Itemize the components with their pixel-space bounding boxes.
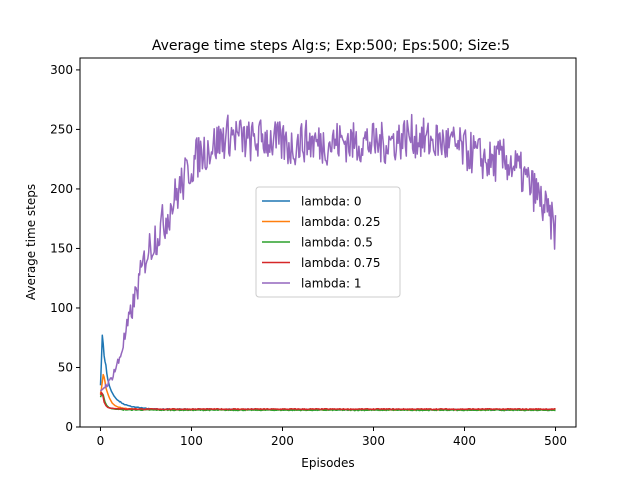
legend-label: lambda: 0 [301,195,361,209]
legend-label: lambda: 1 [301,277,361,291]
y-ticks: 0 50 100 150 200 250 300 [50,63,80,434]
chart-title: Average time steps Alg:s; Exp:500; Eps:5… [152,38,510,54]
legend-box [255,186,401,298]
series-line [99,334,556,411]
legend-label: lambda: 0.75 [301,256,381,270]
y-tick-label: 100 [50,301,73,315]
x-axis-label: Episodes [301,456,354,470]
x-tick-label: 200 [271,434,294,448]
legend-label: lambda: 0.25 [301,215,381,229]
plot-lines [99,113,557,412]
legend: lambda: 0 lambda: 0.25 lambda: 0.5 lambda: … [255,186,401,298]
y-tick-label: 0 [65,420,73,434]
y-axis-label: Average time steps [24,184,38,300]
x-ticks: 0 100 200 300 400 500 [97,427,567,448]
x-tick-label: 100 [180,434,203,448]
series-line [99,391,556,411]
y-tick-label: 250 [50,122,73,136]
legend-label: lambda: 0.5 [301,236,373,250]
y-tick-label: 200 [50,182,73,196]
x-tick-label: 500 [544,434,567,448]
y-tick-label: 50 [58,360,73,374]
x-tick-label: 300 [362,434,385,448]
y-tick-label: 300 [50,63,73,77]
plot-frame [79,57,577,428]
series-line [99,373,556,411]
x-tick-label: 400 [453,434,476,448]
series-line [99,113,557,392]
x-tick-label: 0 [97,434,105,448]
y-tick-label: 150 [50,241,73,255]
